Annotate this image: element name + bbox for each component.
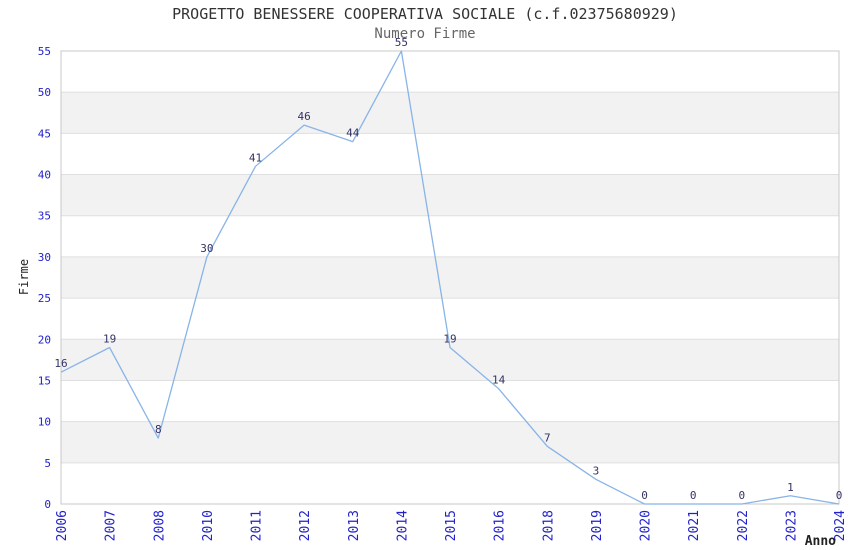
y-axis-title: Firme [17, 259, 31, 295]
data-label: 0 [738, 489, 745, 502]
plot-band [61, 92, 839, 134]
y-tick-label: 20 [38, 333, 51, 346]
y-tick-label: 15 [38, 374, 51, 387]
x-tick-label: 2020 [639, 510, 654, 541]
x-tick-label: 2019 [590, 510, 605, 541]
x-tick-label: 2023 [784, 510, 799, 541]
plot-band [61, 421, 839, 463]
data-label: 44 [346, 127, 360, 140]
plot-band [61, 174, 839, 216]
y-tick-label: 5 [44, 457, 51, 470]
data-label: 0 [641, 489, 648, 502]
x-tick-label: 2018 [541, 510, 556, 541]
data-label: 0 [690, 489, 697, 502]
series-line [60, 50, 840, 505]
y-tick-label: 55 [38, 45, 51, 58]
y-tick-label: 40 [38, 169, 51, 182]
data-label: 41 [249, 151, 262, 164]
y-tick-label: 30 [38, 251, 51, 264]
x-tick-label: 2024 [833, 510, 848, 541]
y-tick-label: 10 [38, 416, 51, 429]
x-tick-label: 2011 [250, 510, 265, 541]
y-tick-label: 45 [38, 127, 51, 140]
x-tick-label: 2014 [395, 510, 410, 541]
x-tick-label: 2008 [152, 510, 167, 541]
y-tick-label: 25 [38, 292, 51, 305]
x-tick-label: 2013 [347, 510, 362, 541]
x-axis-title: Anno [805, 534, 836, 549]
data-label: 55 [395, 36, 408, 49]
chart-subtitle: Numero Firme [374, 26, 476, 42]
x-tick-label: 2010 [201, 510, 216, 541]
x-tick-label: 2012 [298, 510, 313, 541]
data-label: 1 [787, 481, 794, 494]
data-label: 3 [593, 464, 600, 477]
x-tick-label: 2021 [687, 510, 702, 541]
x-tick-label: 2006 [55, 510, 70, 541]
y-tick-label: 35 [38, 210, 51, 223]
data-label: 8 [155, 423, 162, 436]
y-tick-label: 0 [44, 498, 51, 511]
data-label: 19 [443, 333, 456, 346]
data-label: 19 [103, 333, 116, 346]
data-label: 30 [200, 242, 213, 255]
data-label: 7 [544, 431, 551, 444]
chart-title: PROGETTO BENESSERE COOPERATIVA SOCIALE (… [172, 5, 678, 23]
y-tick-label: 50 [38, 86, 51, 99]
data-label: 0 [836, 489, 843, 502]
x-tick-label: 2007 [104, 510, 119, 541]
x-tick-label: 2015 [444, 510, 459, 541]
plot-border [60, 50, 840, 505]
data-label: 16 [54, 357, 67, 370]
data-label: 46 [298, 110, 311, 123]
x-tick-label: 2022 [736, 510, 751, 541]
x-tick-label: 2016 [493, 510, 508, 541]
plot-band [61, 256, 839, 299]
data-label: 14 [492, 374, 506, 387]
